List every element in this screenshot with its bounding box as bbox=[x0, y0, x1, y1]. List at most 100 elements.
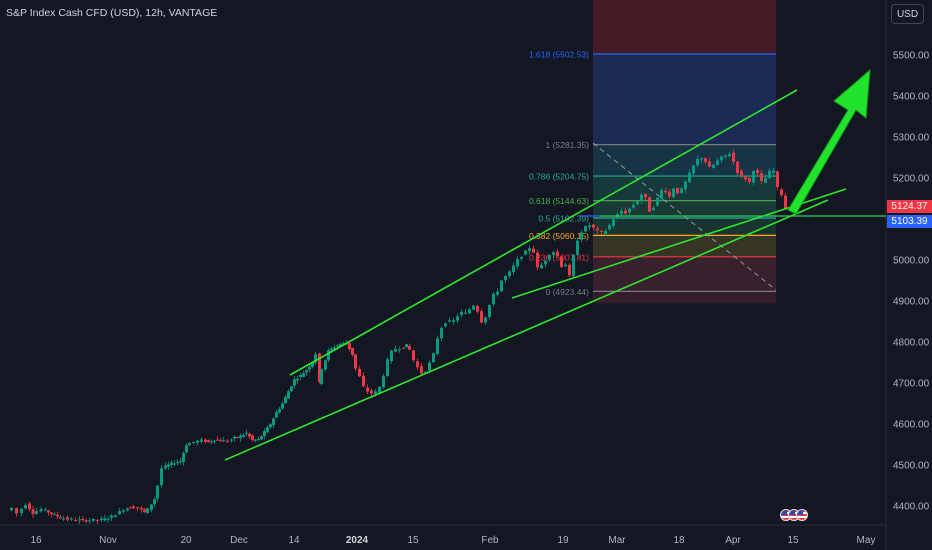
candle-body bbox=[31, 509, 35, 515]
candle-body bbox=[281, 403, 284, 409]
candle-body bbox=[740, 170, 743, 176]
candle-body bbox=[728, 153, 731, 157]
candle-body bbox=[700, 158, 703, 160]
candle-body bbox=[20, 508, 23, 514]
candle-body bbox=[39, 509, 43, 512]
candle-body bbox=[84, 520, 88, 522]
time-tick-label: Nov bbox=[99, 535, 117, 546]
candle-body bbox=[680, 188, 683, 193]
candle-body bbox=[398, 349, 401, 351]
price-tick-label: 4700.00 bbox=[893, 379, 930, 390]
candle-body bbox=[188, 443, 191, 446]
candle-body bbox=[59, 517, 62, 519]
candle-body bbox=[696, 159, 699, 166]
candle-body bbox=[374, 391, 377, 395]
candle-body bbox=[24, 504, 27, 509]
price-tick-label: 5500.00 bbox=[893, 51, 930, 62]
candle-body bbox=[688, 172, 691, 183]
candle-body bbox=[122, 510, 125, 512]
candle-body bbox=[744, 176, 747, 180]
currency-button[interactable]: USD bbox=[891, 4, 924, 24]
candle-body bbox=[432, 353, 435, 363]
candle-body bbox=[772, 170, 775, 174]
candle-body bbox=[213, 440, 216, 442]
price-tick-label: 5300.00 bbox=[893, 133, 930, 144]
candle-body bbox=[70, 518, 73, 520]
candle-body bbox=[524, 250, 527, 255]
candle-body bbox=[226, 440, 229, 442]
candle-body bbox=[302, 373, 305, 377]
candle-body bbox=[56, 514, 59, 517]
candle-body bbox=[560, 256, 563, 268]
fib-level-label: 0.382 (5060.15) bbox=[529, 231, 589, 241]
candle-body bbox=[351, 348, 354, 355]
candle-body bbox=[314, 354, 317, 363]
candle-body bbox=[242, 435, 245, 437]
time-tick-label: Feb bbox=[481, 535, 499, 546]
fib-zone-top bbox=[593, 0, 776, 54]
candle-body bbox=[464, 312, 467, 314]
candle-body bbox=[496, 291, 499, 295]
candle-body bbox=[260, 436, 263, 440]
candle-body bbox=[436, 338, 439, 354]
candle-body bbox=[532, 248, 535, 253]
candle-body bbox=[608, 224, 611, 230]
candle-body bbox=[612, 219, 615, 227]
candle-body bbox=[668, 191, 671, 197]
candle-body bbox=[239, 435, 242, 439]
time-tick-label: 15 bbox=[407, 535, 419, 546]
candle-body bbox=[416, 361, 419, 368]
trend-lines[interactable] bbox=[224, 68, 886, 461]
candle-body bbox=[290, 386, 293, 391]
candle-body bbox=[580, 232, 583, 240]
time-axis[interactable]: 16 Nov 20 Dec 14 2024 15 Feb 19 Mar 18 Apr 15 May bbox=[30, 535, 875, 546]
candle-body bbox=[53, 514, 56, 516]
candle-body bbox=[592, 224, 595, 228]
candle-body bbox=[153, 498, 156, 505]
candle-body bbox=[236, 437, 239, 439]
candle-body bbox=[92, 518, 95, 521]
fib-level-label: 1.618 (5502.53) bbox=[529, 49, 589, 59]
candle-body bbox=[196, 440, 199, 443]
fib-level-label: 0.786 (5204.75) bbox=[529, 172, 589, 182]
candle-body bbox=[536, 252, 539, 268]
candle-body bbox=[170, 462, 173, 465]
candle-body bbox=[311, 362, 314, 367]
fibonacci-retracement[interactable]: 1.618 (5502.53) 1 (5281.35) 0.786 (5204.75… bbox=[529, 0, 777, 304]
candle-body bbox=[776, 171, 779, 188]
candle-body bbox=[62, 518, 65, 520]
candle-body bbox=[103, 518, 107, 521]
candle-body bbox=[516, 259, 519, 267]
candle-body bbox=[266, 427, 269, 433]
candle-body bbox=[708, 161, 711, 167]
time-tick-label: May bbox=[857, 535, 876, 546]
candle-body bbox=[600, 230, 603, 232]
candle-body bbox=[182, 453, 185, 463]
candle-body bbox=[692, 165, 695, 174]
candle-body bbox=[448, 320, 451, 322]
candle-body bbox=[96, 519, 99, 521]
fib-zone bbox=[593, 235, 776, 257]
candle-body bbox=[552, 252, 555, 255]
price-tick-label: 5400.00 bbox=[893, 92, 930, 103]
us-flag-icon bbox=[796, 509, 808, 521]
candle-body bbox=[504, 276, 507, 281]
candle-body bbox=[100, 518, 103, 521]
candle-body bbox=[732, 152, 735, 162]
candle-body bbox=[204, 439, 207, 443]
candle-body bbox=[296, 378, 299, 381]
candle-body bbox=[540, 264, 543, 269]
economic-events-icon[interactable] bbox=[780, 509, 808, 523]
candle-body bbox=[88, 520, 91, 522]
price-axis[interactable]: 5500.005400.005300.005200.005100.005000.… bbox=[893, 51, 930, 513]
symbol-title[interactable]: S&P Index Cash CFD (USD), 12h, VANTAGE bbox=[6, 7, 218, 19]
candle-body bbox=[620, 210, 623, 215]
candle-body bbox=[394, 348, 397, 352]
candle-body bbox=[720, 156, 723, 161]
candle-body bbox=[440, 327, 443, 339]
candle-body bbox=[150, 504, 153, 511]
candle-body bbox=[143, 509, 146, 512]
price-tick-label: 5200.00 bbox=[893, 174, 930, 185]
candle-body bbox=[342, 342, 345, 344]
